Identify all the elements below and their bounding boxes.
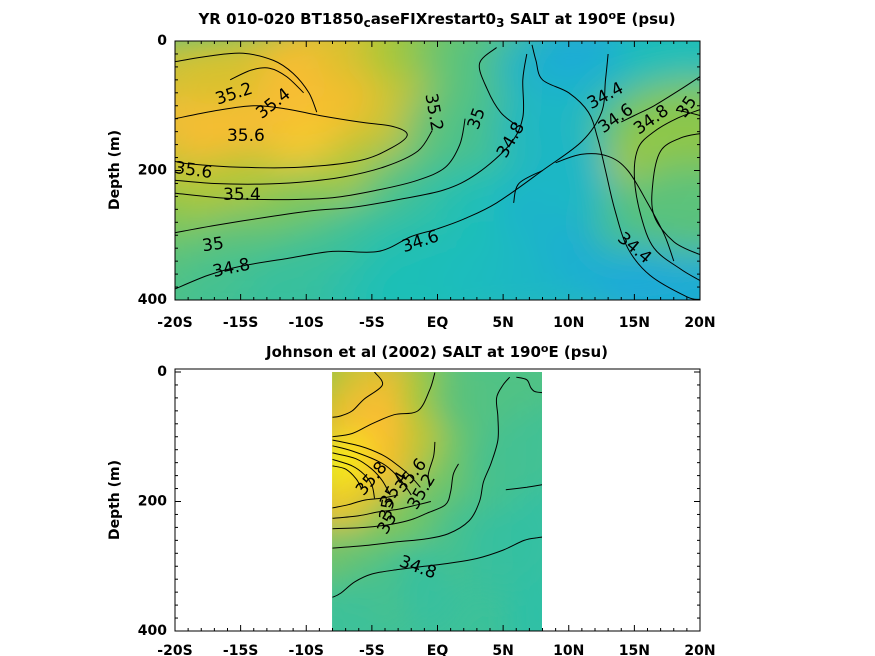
chart-bottom-field-sample bbox=[507, 403, 542, 496]
chart-bottom-x-tick-label: -5S bbox=[359, 643, 385, 656]
chart-top-field-blobs bbox=[175, 41, 700, 300]
chart-bottom-field-sample bbox=[507, 572, 542, 631]
chart-bottom-y-tick-label: 0 bbox=[157, 364, 167, 380]
chart-bottom-contour-line bbox=[332, 536, 542, 598]
chart-top-x-tick-label: 20N bbox=[684, 315, 715, 331]
chart-top-contour-line bbox=[175, 52, 318, 113]
chart-top-y-tick-label: 200 bbox=[138, 163, 167, 179]
chart-top-contour-line bbox=[175, 53, 528, 234]
chart-bottom-contour-line bbox=[427, 441, 436, 488]
chart-bottom-title-part: E (psu) bbox=[548, 343, 608, 361]
chart-top-ylabel: Depth (m) bbox=[107, 130, 123, 210]
chart-bottom-contour-line bbox=[332, 465, 362, 489]
chart-top-field bbox=[175, 41, 700, 300]
chart-bottom: Johnson et al (2002) SALT at 190oE (psu)… bbox=[107, 342, 716, 656]
chart-top-contour-line bbox=[175, 105, 408, 169]
chart-top-contour-line bbox=[531, 44, 700, 300]
chart-bottom-contour-label: 35 bbox=[376, 497, 399, 522]
chart-top-contour-line bbox=[175, 130, 433, 185]
chart-top-x-tick-label: 5N bbox=[492, 315, 513, 331]
chart-bottom-x-tick-label: -15S bbox=[223, 643, 258, 656]
chart-top-contour-line bbox=[229, 67, 304, 94]
chart-top: YR 010-020 BT1850caseFIXrestart03 SALT a… bbox=[107, 9, 716, 331]
chart-bottom-ylabel: Depth (m) bbox=[107, 460, 123, 540]
chart-top-contour-line bbox=[621, 76, 700, 123]
chart-bottom-x-tick-label: -10S bbox=[289, 643, 324, 656]
chart-top-title: YR 010-020 BT1850caseFIXrestart03 SALT a… bbox=[197, 9, 675, 30]
chart-top-field-sample bbox=[618, 163, 700, 256]
chart-top-title-part: o bbox=[608, 9, 616, 22]
chart-top-y-tick-label: 400 bbox=[138, 292, 167, 308]
chart-top-contour-line bbox=[651, 133, 700, 256]
chart-bottom-contour-line bbox=[332, 439, 421, 488]
chart-top-title-part: E (psu) bbox=[616, 10, 676, 28]
chart-bottom-contour-line bbox=[332, 376, 511, 549]
chart-bottom-title-part: Johnson et al (2002) SALT at 190 bbox=[265, 343, 541, 361]
chart-bottom-x-tick-label: 15N bbox=[619, 643, 650, 656]
chart-top-contour-line bbox=[633, 109, 700, 282]
chart-top-contours bbox=[175, 44, 700, 300]
chart-bottom-field bbox=[332, 372, 542, 631]
chart-top-title-part: SALT at 190 bbox=[504, 10, 608, 28]
chart-top-x-ticks: -20S -15S -10S -5S EQ 5N 10N 15N 20N bbox=[157, 41, 716, 331]
chart-top-title-part: 3 bbox=[496, 16, 504, 30]
chart-bottom-title: Johnson et al (2002) SALT at 190oE (psu) bbox=[265, 342, 608, 361]
chart-bottom-y-ticks: 0 200 400 bbox=[138, 364, 700, 639]
chart-bottom-contour-line bbox=[505, 484, 542, 491]
chart-bottom-y-tick-label: 200 bbox=[138, 494, 167, 510]
chart-bottom-contour-line bbox=[332, 372, 436, 438]
chart-top-contour-label: 35.4 bbox=[223, 185, 261, 205]
chart-top-x-tick-label: -15S bbox=[223, 315, 258, 331]
chart-bottom-contour-line bbox=[516, 376, 542, 394]
chart-bottom-x-tick-label: 10N bbox=[553, 643, 584, 656]
chart-top-contour-label: 35.6 bbox=[227, 126, 265, 146]
chart-bottom-contour-line bbox=[332, 463, 459, 530]
chart-top-x-tick-label: 15N bbox=[619, 315, 650, 331]
chart-top-field-sample bbox=[598, 241, 700, 300]
chart-bottom-contours bbox=[332, 372, 542, 598]
chart-bottom-x-tick-label: 5N bbox=[492, 643, 513, 656]
chart-bottom-title-part: o bbox=[541, 342, 549, 355]
chart-top-contour-line bbox=[513, 170, 543, 204]
chart-top-x-tick-label: -20S bbox=[157, 315, 192, 331]
chart-bottom-x-tick-label: 20N bbox=[684, 643, 715, 656]
chart-top-title-part: aseFIXrestart0 bbox=[371, 10, 496, 28]
chart-top-contour-line bbox=[555, 153, 675, 262]
chart-bottom-contour-line bbox=[332, 452, 391, 496]
chart-bottom-x-ticks: -20S -15S -10S -5S EQ 5N 10N 15N 20N bbox=[157, 625, 716, 656]
chart-bottom-field-blobs bbox=[332, 372, 542, 631]
chart-bottom-contour-line bbox=[332, 501, 432, 519]
chart-top-x-tick-label: EQ bbox=[427, 315, 449, 331]
chart-top-contour-line bbox=[676, 109, 700, 116]
chart-bottom-x-tick-label: -20S bbox=[157, 643, 192, 656]
chart-top-contour-line bbox=[478, 47, 517, 126]
chart-bottom-field-sample bbox=[507, 487, 542, 580]
chart-top-y-ticks: 0 200 400 bbox=[138, 33, 700, 308]
chart-top-x-tick-label: 10N bbox=[553, 315, 584, 331]
chart-top-contour-line bbox=[175, 53, 609, 290]
chart-bottom-contour-line bbox=[332, 494, 399, 509]
chart-top-contour-line bbox=[175, 118, 466, 201]
chart-bottom-contour-line bbox=[332, 445, 412, 496]
chart-bottom-contour-line bbox=[332, 458, 375, 499]
chart-bottom-y-tick-label: 400 bbox=[138, 623, 167, 639]
chart-top-x-tick-label: -5S bbox=[359, 315, 385, 331]
chart-top-title-part: YR 010-020 BT1850 bbox=[197, 10, 363, 28]
chart-top-title-part: c bbox=[364, 16, 371, 30]
chart-bottom-x-tick-label: EQ bbox=[427, 643, 449, 656]
chart-top-contour-label: 35 bbox=[201, 234, 225, 257]
chart-top-y-tick-label: 0 bbox=[157, 33, 167, 49]
chart-bottom-contour-line bbox=[332, 372, 384, 418]
chart-top-x-tick-label: -10S bbox=[289, 315, 324, 331]
chart-top-field-sample bbox=[618, 79, 700, 172]
